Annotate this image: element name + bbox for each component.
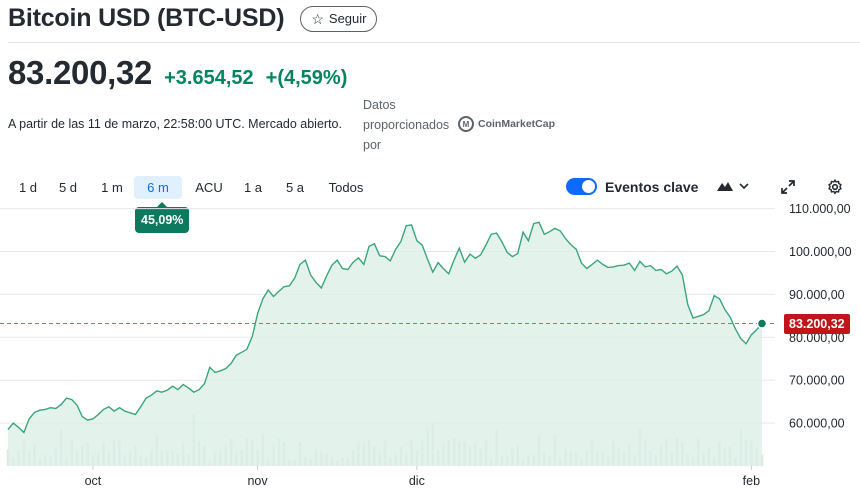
data-provided-by-text: Datos proporcionados por — [363, 98, 450, 152]
x-tick-label: nov — [247, 474, 268, 488]
expand-icon[interactable] — [780, 179, 796, 195]
x-tick-label: feb — [743, 474, 760, 488]
header-divider — [8, 42, 860, 43]
price-area — [8, 222, 762, 466]
y-tick-label: 100.000,00 — [789, 245, 852, 259]
range-5y[interactable]: 5 a — [285, 180, 305, 195]
page-title: Bitcoin USD (BTC-USD) — [8, 4, 285, 32]
key-events-control: Eventos clave — [566, 178, 698, 195]
coinmarketcap-logo-icon: M — [458, 116, 474, 132]
y-tick-label: 110.000,00 — [789, 202, 851, 216]
key-events-label: Eventos clave — [605, 178, 699, 195]
x-tick-label: dic — [409, 474, 425, 488]
range-performance-badge: 45,09% — [135, 202, 190, 233]
current-price-tag: 83.200,32 — [784, 313, 850, 334]
y-tick-label: 60.000,00 — [789, 417, 845, 431]
range-1y[interactable]: 1 a — [243, 180, 263, 195]
market-status-text: A partir de las 11 de marzo, 22:58:00 UT… — [8, 117, 342, 131]
gear-icon[interactable] — [827, 179, 843, 195]
volume-bar — [6, 449, 10, 466]
quote-header: Bitcoin USD (BTC-USD) ☆ Seguir — [8, 4, 378, 33]
range-5d[interactable]: 5 d — [58, 180, 78, 195]
key-events-toggle[interactable] — [566, 178, 597, 195]
range-1d[interactable]: 1 d — [18, 180, 38, 195]
mountain-chart-icon — [717, 182, 733, 191]
chevron-down-icon — [739, 183, 749, 190]
x-tick-label: oct — [85, 474, 102, 488]
price-line — [7, 221, 763, 434]
range-ytd[interactable]: ACU — [195, 180, 223, 195]
provider-link[interactable]: M CoinMarketCap — [458, 116, 555, 132]
y-tick-label: 70.000,00 — [789, 374, 845, 388]
y-tick-label: 90.000,00 — [789, 288, 845, 302]
range-6m[interactable]: 6 m — [134, 176, 182, 199]
star-icon: ☆ — [311, 10, 324, 27]
range-all[interactable]: Todos — [328, 180, 364, 195]
follow-button[interactable]: ☆ Seguir — [300, 5, 378, 32]
y-tick-label: 80.000,00 — [789, 331, 845, 345]
price-change-percent: +(4,59%) — [265, 67, 348, 89]
chart-type-dropdown[interactable] — [717, 180, 749, 192]
price-change: +3.654,52 — [164, 67, 254, 89]
provider-name: CoinMarketCap — [478, 118, 556, 130]
time-range-selector: 1 d 5 d 1 m 6 m ACU 1 a 5 a Todos — [10, 176, 372, 199]
follow-button-label: Seguir — [328, 11, 367, 26]
range-1m[interactable]: 1 m — [101, 180, 123, 195]
price-chart[interactable]: 110.000,00 100.000,00 90.000,00 80.000,00 70… — [0, 200, 860, 490]
current-price: 83.200,32 — [8, 54, 153, 91]
price-row: 83.200,32 +3.654,52 +(4,59%) — [8, 54, 347, 92]
current-price-point — [756, 318, 768, 329]
